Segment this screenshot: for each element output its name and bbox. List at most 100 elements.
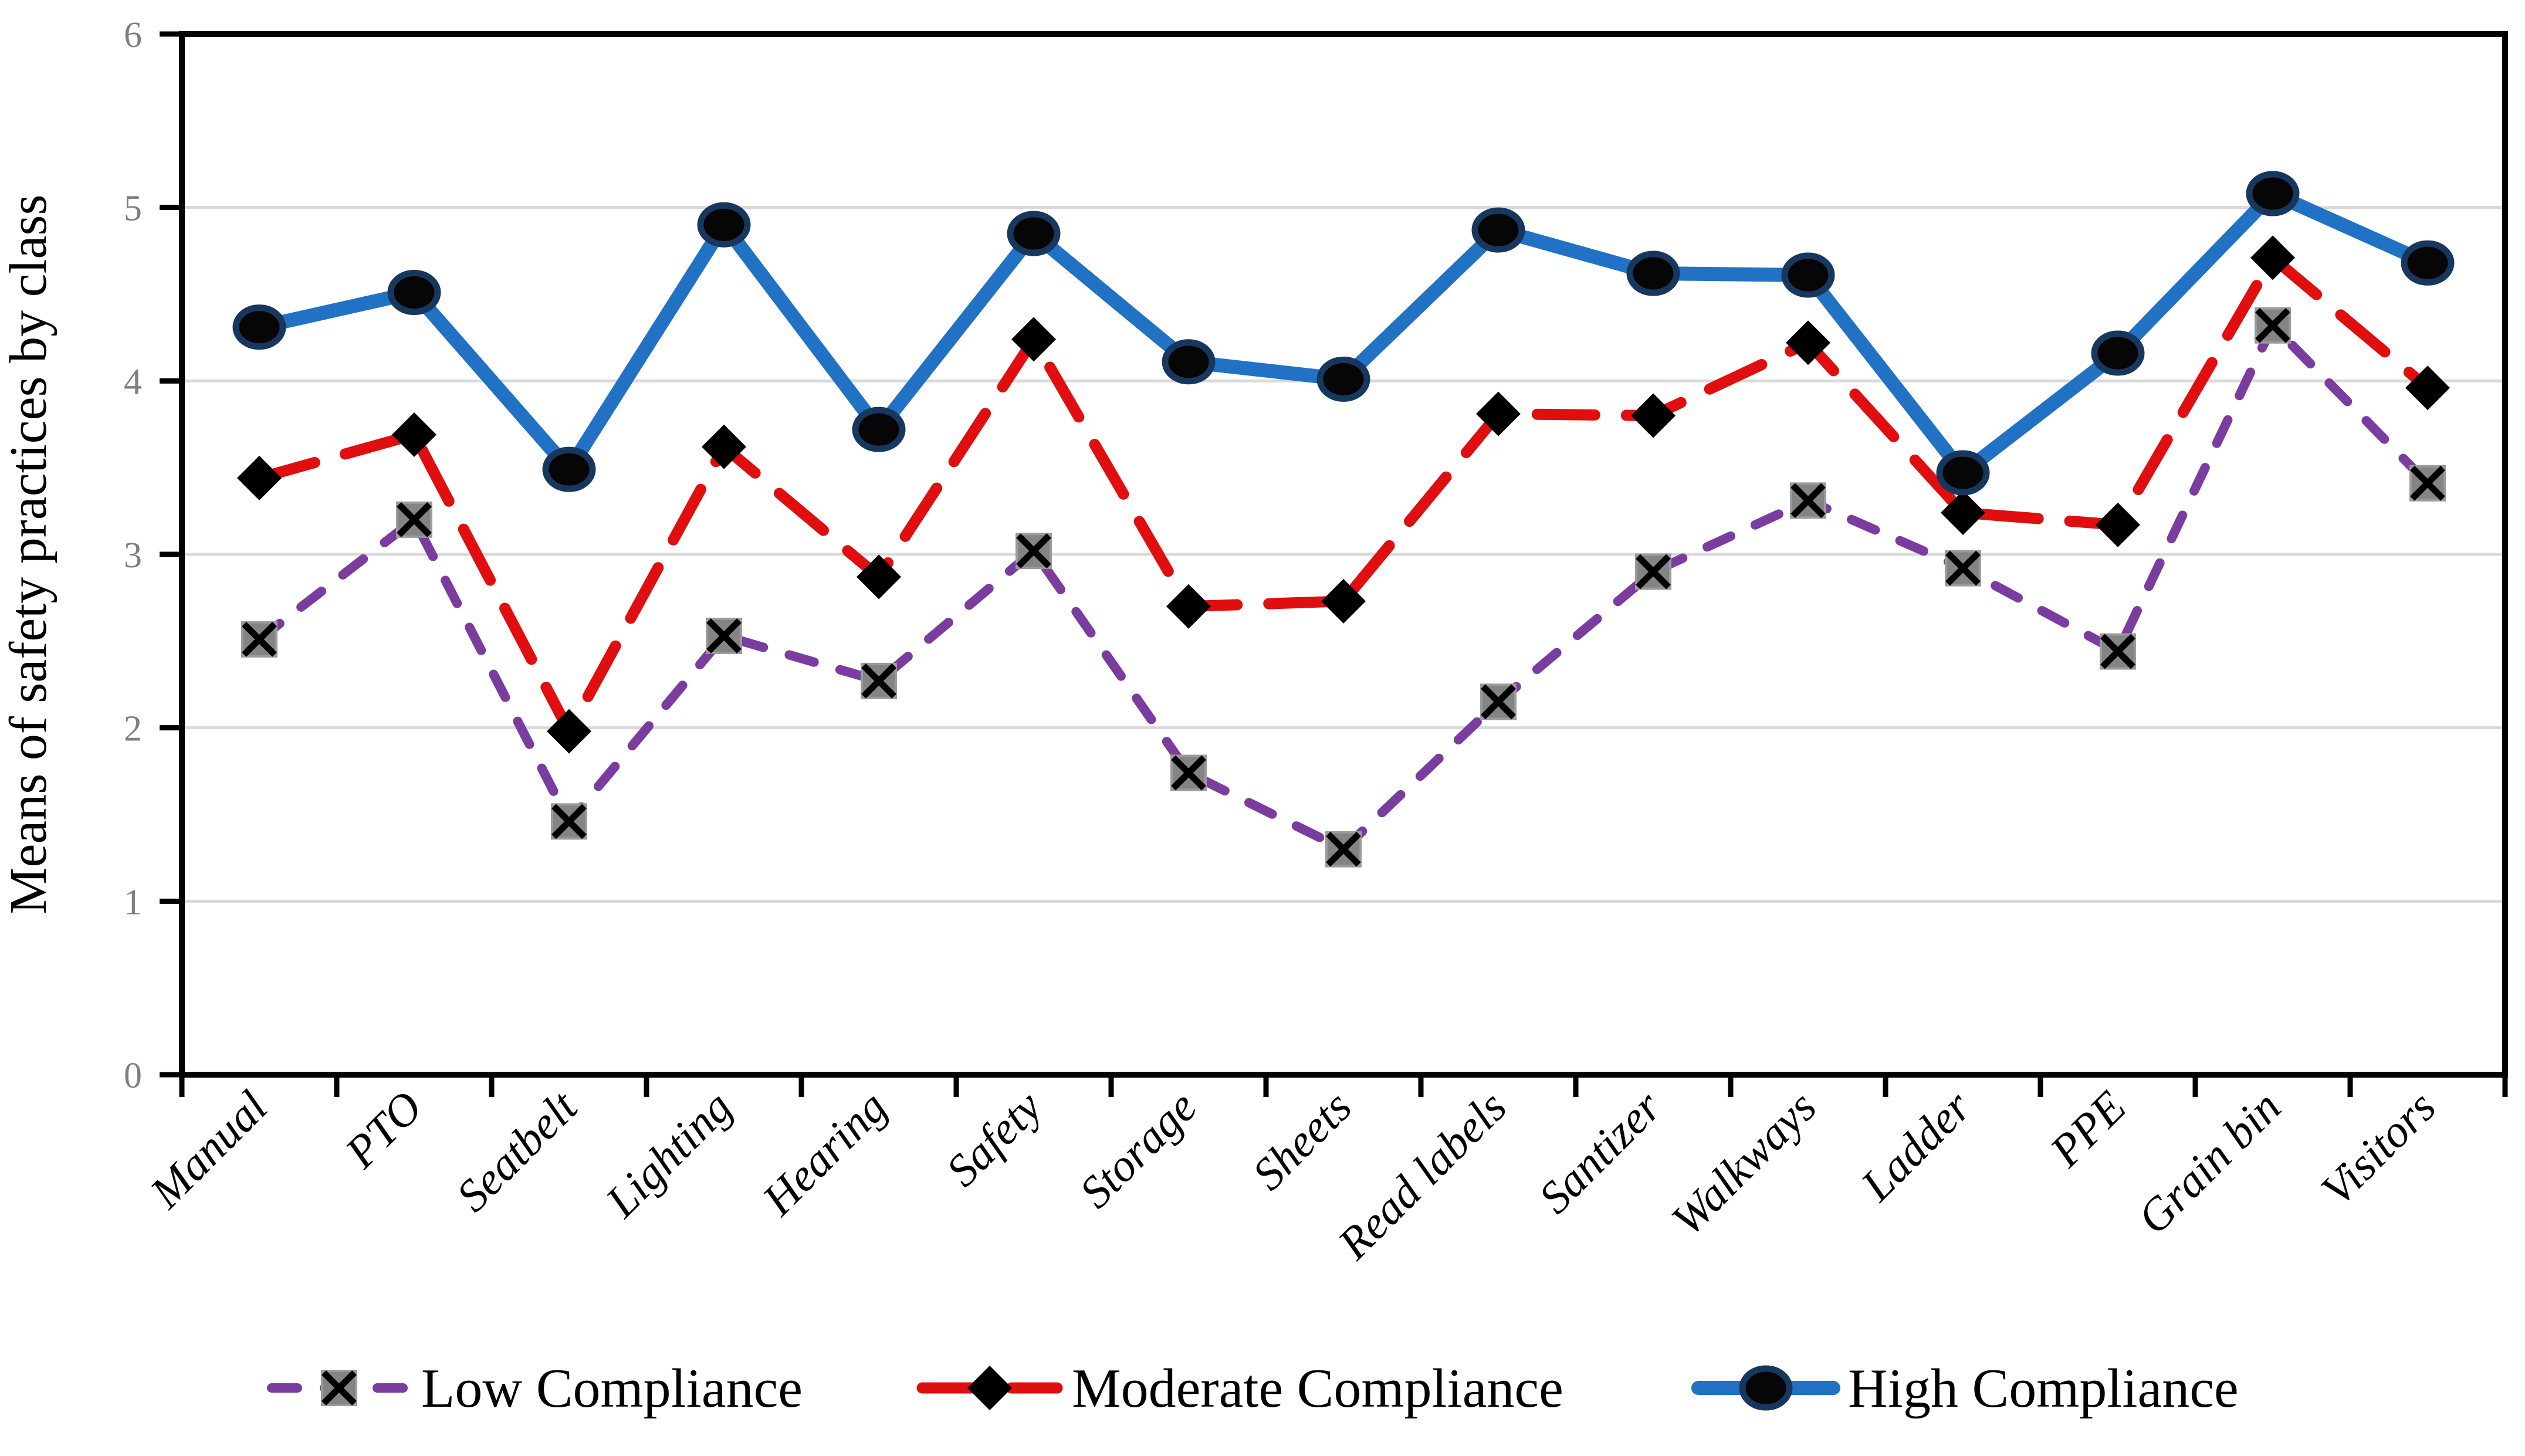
circle-icon	[1626, 250, 1680, 296]
data-point-marker	[2246, 171, 2300, 216]
data-point-marker	[857, 554, 901, 600]
data-point-marker	[237, 455, 282, 500]
square-x-stroke	[1945, 550, 1981, 586]
data-point-marker	[1016, 533, 1052, 570]
data-point-marker	[1162, 339, 1216, 385]
diamond-icon	[1166, 584, 1211, 629]
data-point-marker	[2255, 307, 2291, 344]
diamond-icon	[1941, 490, 1985, 536]
diamond-icon	[2405, 365, 2450, 411]
y-tick-label: 1	[124, 882, 142, 922]
legend-label: Moderate Compliance	[1072, 1358, 1563, 1419]
circle-icon	[1007, 211, 1061, 256]
data-point-marker	[1011, 317, 1056, 362]
category-label: Hearing	[752, 1081, 896, 1225]
y-tick-label: 5	[124, 189, 142, 229]
data-point-marker	[1786, 320, 1830, 365]
square-x-stroke	[2410, 465, 2445, 501]
circle-icon	[1316, 356, 1370, 402]
data-point-marker	[2250, 235, 2295, 280]
data-point-marker	[1631, 393, 1676, 438]
diamond-icon	[702, 424, 746, 469]
circle-icon	[542, 446, 596, 492]
square-x-stroke	[861, 663, 896, 699]
data-point-marker	[1635, 553, 1671, 590]
data-point-marker	[1781, 252, 1835, 298]
series-line-high-compliance	[252, 187, 2435, 480]
series-line-moderate-compliance	[253, 252, 2433, 737]
category-label: Sheets	[1243, 1081, 1361, 1200]
data-point-marker	[1936, 450, 1990, 496]
circle-icon	[697, 202, 751, 248]
data-point-marker	[852, 407, 906, 452]
square-x-stroke	[1636, 554, 1671, 590]
square-x-stroke	[706, 618, 742, 653]
y-tick-label: 2	[124, 709, 142, 749]
diamond-icon	[857, 554, 901, 600]
category-label: Seatbelt	[446, 1080, 588, 1221]
category-label: PTO	[335, 1081, 432, 1178]
square-x-stroke	[1790, 483, 1826, 519]
data-point-marker	[1471, 207, 1525, 253]
data-point-marker	[1316, 356, 1370, 402]
category-label: Storage	[1069, 1081, 1206, 1218]
diamond-icon	[1321, 578, 1366, 624]
diamond-icon	[547, 709, 591, 754]
data-point-marker	[547, 709, 591, 754]
circle-icon	[232, 304, 286, 350]
data-point-marker	[396, 501, 432, 538]
plot-frame	[179, 31, 2508, 1078]
circle-icon	[1739, 1365, 1793, 1411]
data-point-marker	[551, 803, 587, 840]
circle-icon	[1162, 339, 1216, 385]
square-x-stroke	[321, 1370, 357, 1406]
y-tick-label: 6	[124, 15, 142, 55]
legend-item-high-compliance: High Compliance	[1691, 1358, 2239, 1419]
circle-icon	[2091, 330, 2145, 376]
diamond-icon	[1476, 391, 1521, 436]
data-point-marker	[2409, 465, 2446, 502]
legend-label: Low Compliance	[421, 1358, 803, 1419]
category-label: Ladder	[1850, 1081, 1981, 1211]
data-point-marker	[2100, 633, 2136, 670]
category-label: Manual	[140, 1081, 277, 1218]
circle-icon	[1781, 252, 1835, 298]
data-point-marker	[232, 304, 286, 350]
square-x-stroke	[397, 502, 432, 537]
data-point-marker	[1626, 250, 1680, 296]
data-point-marker	[392, 412, 436, 457]
y-tick-label: 4	[124, 362, 142, 402]
category-label: Grain bin	[2127, 1081, 2290, 1244]
category-label: PPE	[2040, 1081, 2135, 1177]
square-x-stroke	[1016, 533, 1051, 568]
y-axis-title: Means of safety practices by class	[0, 194, 57, 914]
square-x-stroke	[2100, 634, 2135, 669]
square-x-stroke	[242, 621, 277, 657]
category-label: Safety	[936, 1081, 1052, 1196]
square-x-stroke	[1171, 755, 1206, 791]
data-point-marker	[1941, 490, 1985, 536]
legend-item-low-compliance: Low Compliance	[267, 1358, 803, 1419]
data-point-marker	[2096, 502, 2140, 547]
category-label: Santizer	[1529, 1081, 1671, 1223]
circle-icon	[852, 407, 906, 452]
diamond-icon	[1631, 393, 1676, 438]
diamond-icon	[392, 412, 436, 457]
data-point-marker	[1480, 683, 1517, 720]
data-point-marker	[1790, 482, 1826, 519]
circle-icon	[387, 270, 441, 316]
circle-icon	[1936, 450, 1990, 496]
legend-item-moderate-compliance: Moderate Compliance	[916, 1358, 1563, 1419]
category-label: Walkways	[1661, 1081, 1826, 1245]
y-tick-label: 0	[124, 1056, 142, 1096]
data-point-marker	[706, 617, 742, 654]
data-point-marker	[542, 446, 596, 492]
diamond-icon	[2250, 235, 2295, 280]
circle-icon	[2246, 171, 2300, 216]
data-point-marker	[1321, 578, 1366, 624]
data-point-marker	[2091, 330, 2145, 376]
square-x-stroke	[1326, 831, 1361, 867]
data-point-marker	[387, 270, 441, 316]
